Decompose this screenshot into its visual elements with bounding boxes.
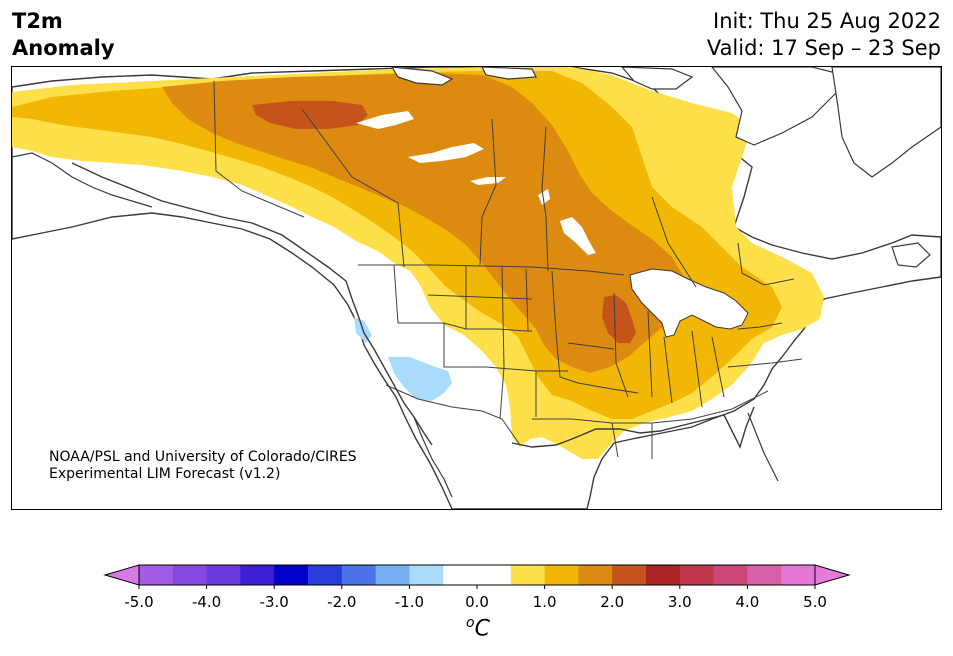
colorbar-unit-text: C xyxy=(474,616,490,642)
arctic-island-1 xyxy=(391,67,454,86)
colorbar: -5.0 -4.0 -3.0 -2.0 -1.0 0.0 1.0 2.0 3.0 4.0 5.0 xyxy=(103,564,851,611)
anomaly-zone-2-0-north xyxy=(252,101,368,129)
us-state-grid-central xyxy=(465,265,639,420)
colorbar-tick-label-2: -3.0 xyxy=(260,593,289,611)
colorbar-tick-label-5: 0.0 xyxy=(465,593,489,611)
colorbar-bin-13 xyxy=(612,565,647,585)
colorbar-bin-15 xyxy=(679,565,715,585)
lake-winnipeg xyxy=(560,217,596,255)
colorbar-tick-label-8: 3.0 xyxy=(668,593,692,611)
us-state-grid-east xyxy=(613,292,803,408)
init-date: Init: Thu 25 Aug 2022 xyxy=(713,9,941,33)
map-canvas xyxy=(12,67,941,509)
plot-title: T2m Anomaly xyxy=(12,8,115,62)
colorbar-tick-label-9: 4.0 xyxy=(735,593,759,611)
anomaly-map xyxy=(11,66,942,510)
date-info: Init: Thu 25 Aug 2022 Valid: 17 Sep – 23… xyxy=(707,8,941,62)
colorbar-unit-superscript: o xyxy=(466,615,475,631)
colorbar-bins xyxy=(139,565,816,585)
colorbar-bin-6 xyxy=(341,565,377,585)
colorbar-over-arrow xyxy=(814,564,851,586)
alaska-coast xyxy=(12,152,153,208)
colorbar-tick-label-3: -2.0 xyxy=(327,593,356,611)
us-state-grid-plains xyxy=(427,294,615,417)
credit-line-2: Experimental LIM Forecast (v1.2) xyxy=(49,466,281,482)
colorbar-tick-label-6: 1.0 xyxy=(533,593,557,611)
arctic-islands xyxy=(391,67,941,268)
colorbar-bin-12 xyxy=(578,565,613,585)
colorbar-under-arrow xyxy=(103,564,140,586)
colorbar-bin-18 xyxy=(781,565,816,585)
colorbar-bin-0 xyxy=(139,565,174,585)
colorbar-bin-9 xyxy=(443,565,512,585)
pacific-coastline xyxy=(71,162,433,446)
manitoba-ontario-border xyxy=(541,126,549,272)
colorbar-bin-7 xyxy=(375,565,410,585)
sask-manitoba-border xyxy=(479,118,497,266)
lake-athabasca xyxy=(470,177,506,185)
colorbar-unit-label: oC xyxy=(460,615,496,641)
arctic-island-3 xyxy=(621,67,694,90)
colorbar-tick-label-7: 2.0 xyxy=(600,593,624,611)
us-mexico-border xyxy=(385,384,521,446)
title-line-2: Anomaly xyxy=(12,36,115,60)
colorbar-bin-1 xyxy=(172,565,208,585)
canada-us-border xyxy=(358,264,625,276)
colorbar-bin-4 xyxy=(274,565,309,585)
florida-coast xyxy=(747,412,779,482)
us-state-grid-west xyxy=(393,264,532,332)
anomaly-zone-2-0-midwest xyxy=(602,295,636,343)
colorbar-tick-label-10: 5.0 xyxy=(803,593,827,611)
ontario-quebec-border xyxy=(651,196,697,288)
colorbar-tick-label-0: -5.0 xyxy=(124,593,153,611)
colorbar-bin-10 xyxy=(510,565,546,585)
great-lakes xyxy=(629,268,749,338)
reindeer-lake xyxy=(538,189,550,205)
colorbar-bin-8 xyxy=(409,565,444,585)
valid-range: Valid: 17 Sep – 23 Sep xyxy=(706,36,941,60)
great-bear-lake xyxy=(356,111,414,129)
greenland xyxy=(831,67,941,178)
gulf-coastline xyxy=(511,406,755,449)
credit-line-1: NOAA/PSL and University of Colorado/CIRE… xyxy=(49,449,357,465)
credit-text: NOAA/PSL and University of Colorado/CIRE… xyxy=(49,449,357,483)
quebec-labrador-border xyxy=(737,242,795,286)
great-slave-lake xyxy=(408,143,484,163)
colorbar-bin-3 xyxy=(240,565,275,585)
colorbar-bin-5 xyxy=(308,565,343,585)
colorbar-bin-16 xyxy=(713,565,748,585)
colorbar-bin-2 xyxy=(206,565,241,585)
newfoundland xyxy=(891,242,931,268)
anomaly-negative-california-south xyxy=(388,357,452,401)
arctic-island-2 xyxy=(481,67,537,80)
colorbar-bin-11 xyxy=(544,565,579,585)
political-borders xyxy=(213,80,803,459)
title-line-1: T2m xyxy=(12,9,63,33)
colorbar-bin-14 xyxy=(646,565,681,585)
baja-california xyxy=(413,416,453,498)
alberta-sask-border xyxy=(301,108,405,268)
anomaly-zone-1-5 xyxy=(162,73,688,373)
bc-alberta-border xyxy=(213,80,305,218)
colorbar-tick-label-4: -1.0 xyxy=(395,593,424,611)
colorbar-tick-label-1: -4.0 xyxy=(192,593,221,611)
colorbar-bin-17 xyxy=(747,565,782,585)
colorbar-ticks: -5.0 -4.0 -3.0 -2.0 -1.0 0.0 1.0 2.0 3.0 4.0 5.0 xyxy=(124,585,827,611)
